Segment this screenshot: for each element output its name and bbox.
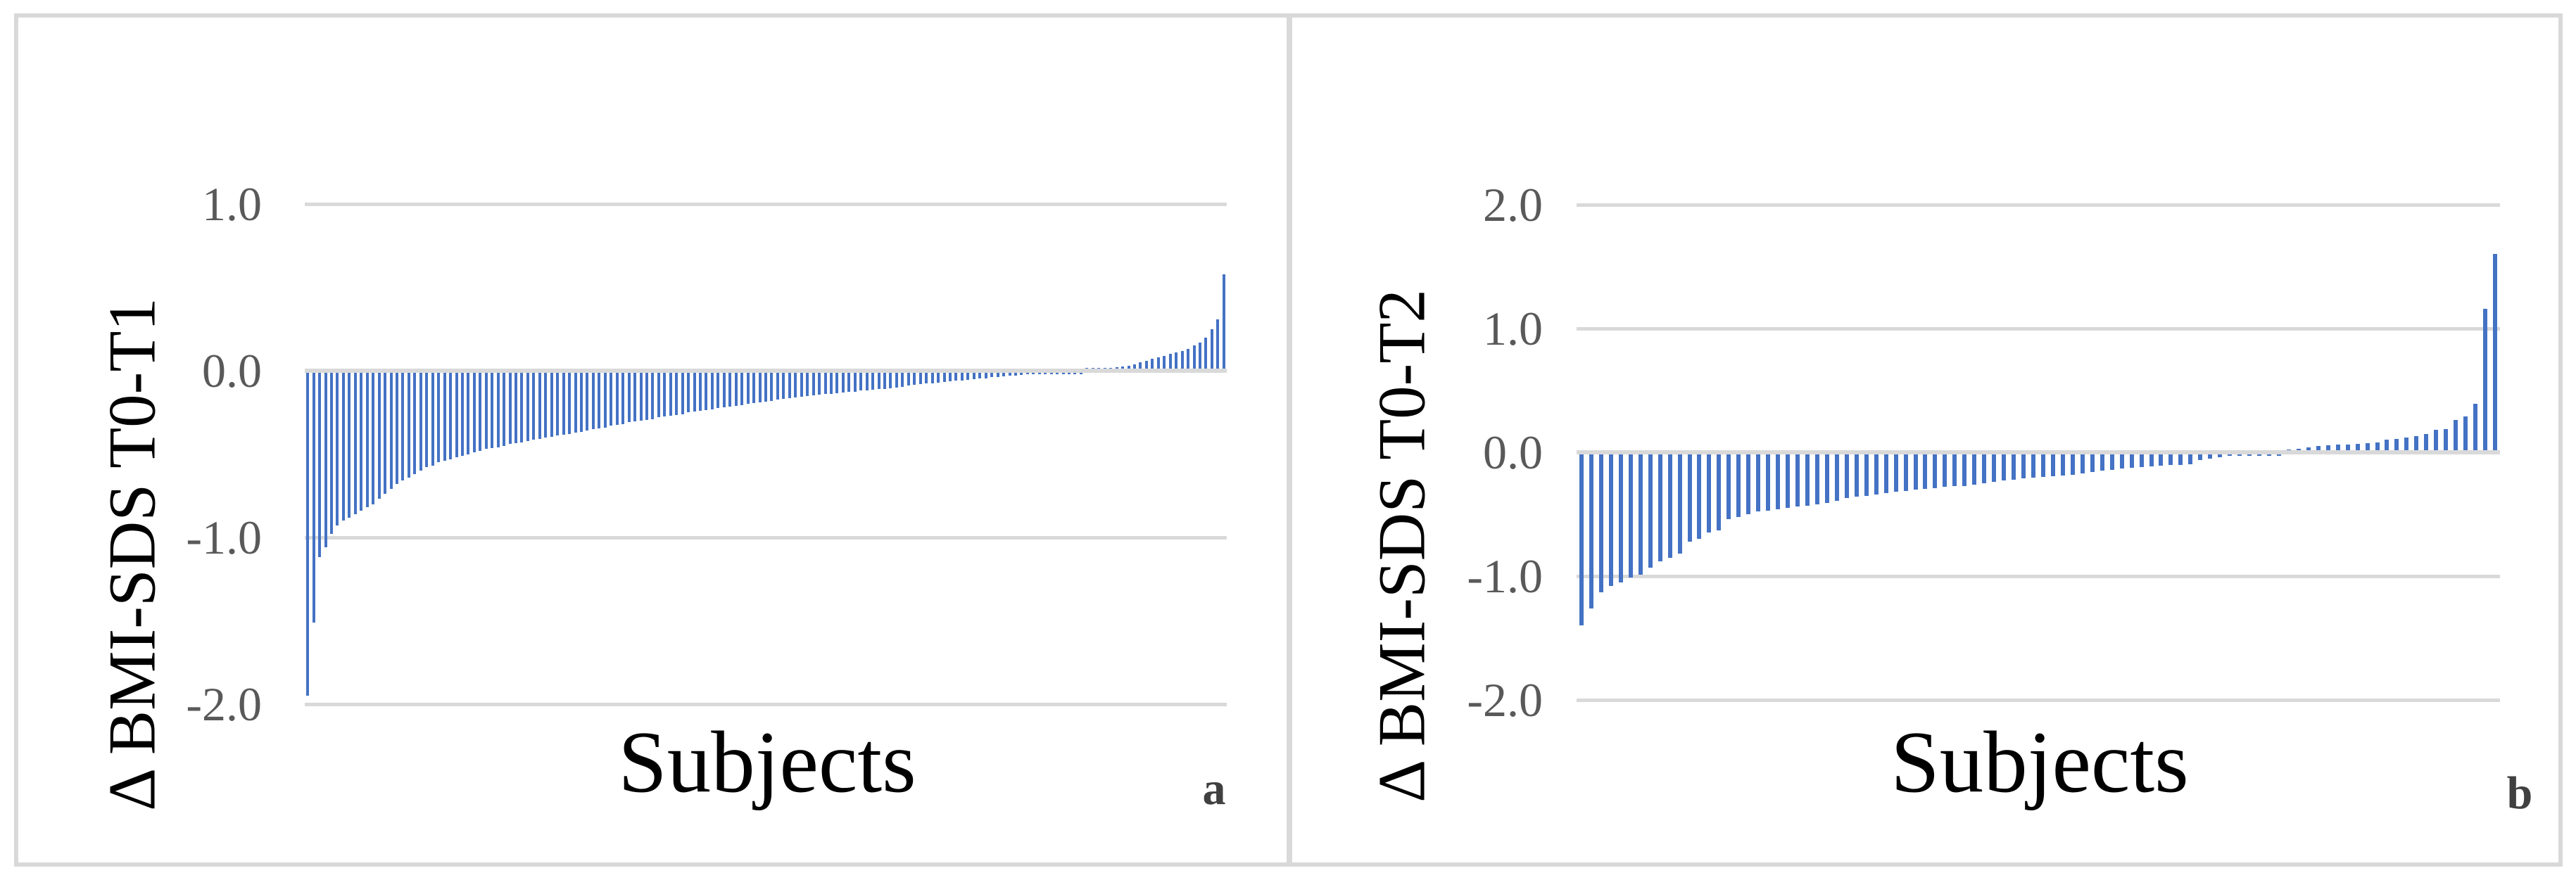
panel-divider [1287, 14, 1292, 866]
